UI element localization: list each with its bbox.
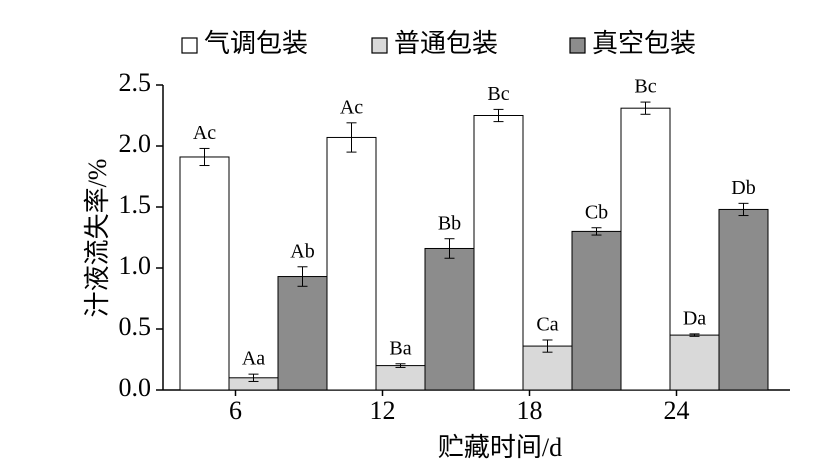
x-axis-label: 贮藏时间/d bbox=[438, 433, 562, 462]
legend-label: 普通包装 bbox=[394, 29, 498, 58]
x-tick-label: 12 bbox=[370, 396, 396, 425]
x-tick-label: 24 bbox=[664, 396, 690, 425]
x-tick-label: 18 bbox=[517, 396, 543, 425]
legend-label: 真空包装 bbox=[592, 29, 696, 58]
significance-label: Ab bbox=[290, 240, 314, 262]
bar bbox=[718, 208, 769, 391]
bar bbox=[669, 334, 720, 391]
significance-label: Ca bbox=[536, 314, 558, 336]
bar bbox=[375, 365, 426, 391]
significance-label: Cb bbox=[585, 201, 608, 223]
bar bbox=[620, 107, 671, 391]
y-axis-label: 汁液流失率/% bbox=[83, 159, 112, 318]
bar bbox=[424, 247, 475, 391]
significance-label: Ba bbox=[389, 337, 411, 359]
legend-swatch bbox=[569, 37, 586, 54]
bar bbox=[326, 136, 377, 391]
y-tick-label: 0.0 bbox=[119, 373, 152, 402]
bar bbox=[277, 276, 328, 391]
significance-label: Da bbox=[683, 307, 706, 329]
x-tick-label: 6 bbox=[229, 396, 242, 425]
significance-label: Bc bbox=[487, 83, 509, 105]
significance-label: Bc bbox=[634, 76, 656, 98]
significance-label: Db bbox=[731, 177, 755, 199]
bar bbox=[179, 156, 230, 391]
y-tick-label: 2.5 bbox=[119, 68, 152, 97]
y-tick-label: 2.0 bbox=[119, 129, 152, 158]
y-tick-label: 1.0 bbox=[119, 251, 152, 280]
legend-swatch bbox=[371, 37, 388, 54]
bar bbox=[473, 115, 524, 391]
significance-label: Bb bbox=[438, 212, 461, 234]
bar bbox=[571, 230, 622, 391]
legend-label: 气调包装 bbox=[204, 29, 308, 58]
y-tick-label: 1.5 bbox=[119, 190, 152, 219]
significance-label: Aa bbox=[242, 348, 265, 370]
legend-swatch bbox=[181, 37, 198, 54]
significance-label: Ac bbox=[340, 96, 363, 118]
y-tick-label: 0.5 bbox=[119, 312, 152, 341]
significance-label: Ac bbox=[193, 122, 216, 144]
